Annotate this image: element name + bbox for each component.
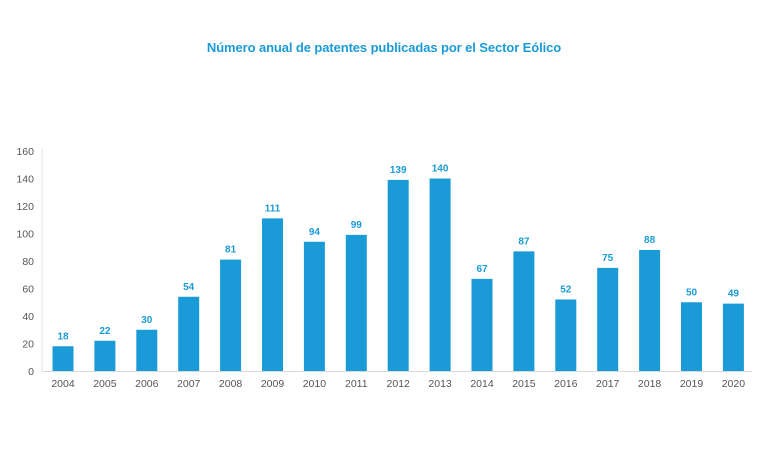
data-label-2006: 30 [141, 315, 153, 326]
bar-2008 [220, 259, 242, 371]
x-tick-label: 2006 [135, 378, 159, 390]
y-tick-label: 140 [16, 174, 34, 186]
bar-2017 [597, 267, 619, 371]
x-tick-label: 2004 [51, 378, 75, 390]
bar-2012 [387, 179, 409, 371]
data-labels: 18 22 30 54 81 111 94 99 139 140 67 87 52 75 88 50 49 [57, 164, 739, 343]
bar-2013 [429, 178, 451, 371]
x-tick-label: 2013 [428, 378, 452, 390]
bar-2019 [681, 302, 702, 371]
data-label-2007: 54 [183, 282, 195, 293]
x-tick-label: 2020 [722, 378, 746, 390]
data-label-2020: 49 [728, 289, 740, 300]
data-label-2018: 88 [644, 235, 656, 246]
x-tick-label: 2014 [470, 378, 494, 390]
y-tick-label: 120 [16, 201, 34, 213]
bar-2009 [262, 218, 283, 371]
data-label-2008: 81 [225, 245, 237, 256]
data-label-2015: 87 [518, 236, 530, 247]
bar-2004 [52, 346, 74, 371]
x-tick-label: 2018 [638, 378, 662, 390]
data-label-2017: 75 [602, 253, 614, 264]
data-label-2012: 139 [390, 165, 407, 176]
x-tick-label: 2012 [387, 378, 411, 390]
y-tick-label: 40 [22, 311, 34, 323]
data-label-2016: 52 [560, 285, 572, 296]
y-tick-label: 20 [22, 339, 34, 351]
data-label-2010: 94 [309, 227, 321, 238]
bar-2010 [303, 241, 325, 371]
bar-2007 [178, 296, 200, 371]
y-tick-label: 0 [28, 366, 34, 378]
x-tick-label: 2008 [219, 378, 243, 390]
bar-2020 [722, 303, 744, 371]
data-label-2005: 22 [99, 326, 111, 337]
y-tick-label: 80 [22, 256, 34, 268]
bar-2016 [555, 299, 577, 371]
bar-2011 [345, 234, 367, 371]
bars [52, 178, 744, 371]
bar-2018 [639, 250, 661, 371]
x-tick-label: 2007 [177, 378, 201, 390]
bar-2006 [136, 329, 158, 371]
data-label-2004: 18 [57, 331, 69, 342]
bar-2015 [513, 251, 535, 371]
y-tick-label: 100 [16, 229, 34, 241]
x-axis: 2004 2005 2006 2007 2008 2009 2010 2011 2012 2013… [42, 371, 752, 390]
bar-2014 [471, 278, 493, 371]
x-tick-label: 2016 [554, 378, 578, 390]
x-tick-label: 2009 [261, 378, 285, 390]
x-tick-label: 2011 [345, 378, 368, 390]
y-axis: 0 20 40 60 80 100 120 140 160 [16, 146, 43, 378]
x-tick-label: 2015 [512, 378, 536, 390]
data-label-2013: 140 [432, 164, 449, 175]
bar-2005 [94, 340, 116, 371]
x-tick-label: 2005 [93, 378, 117, 390]
x-tick-label: 2010 [303, 378, 327, 390]
data-label-2019: 50 [686, 287, 698, 298]
y-tick-label: 160 [16, 146, 34, 158]
data-label-2009: 111 [265, 203, 281, 214]
data-label-2011: 99 [351, 220, 363, 231]
x-tick-label: 2019 [680, 378, 704, 390]
y-tick-label: 60 [22, 284, 34, 296]
chart-title: Número anual de patentes publicadas por … [206, 40, 562, 55]
x-tick-label: 2017 [596, 378, 620, 390]
data-label-2014: 67 [476, 264, 488, 275]
